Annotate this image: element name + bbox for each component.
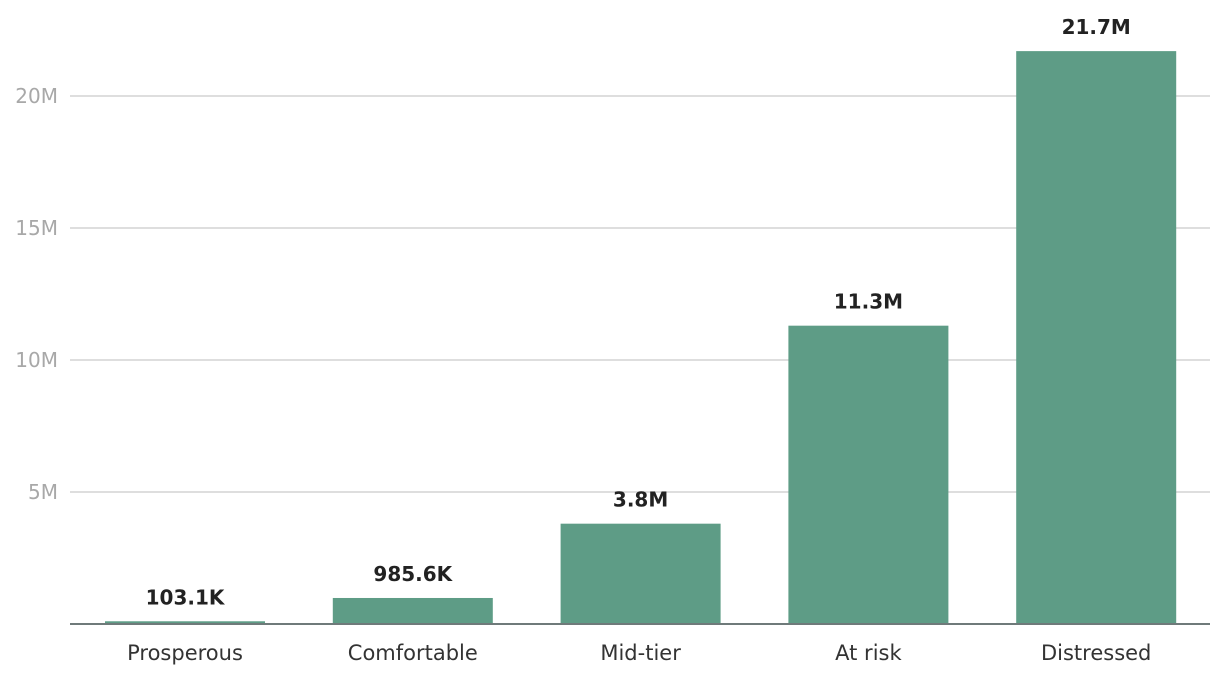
- x-tick-label: Mid-tier: [600, 641, 681, 665]
- data-label: 103.1K: [146, 585, 226, 609]
- bar-comfortable: [332, 597, 493, 624]
- bar-distressed: [1016, 51, 1177, 625]
- bar-prosperous: [105, 621, 265, 624]
- data-label: 21.7M: [1062, 15, 1131, 39]
- y-tick-label: 15M: [15, 216, 58, 240]
- data-label: 3.8M: [613, 488, 668, 512]
- y-tick-label: 20M: [15, 84, 58, 108]
- y-tick-label: 5M: [28, 480, 58, 504]
- y-tick-label: 10M: [15, 348, 58, 372]
- data-label: 985.6K: [373, 562, 453, 586]
- bar-mid-tier: [560, 523, 721, 624]
- x-tick-label: At risk: [835, 641, 902, 665]
- x-tick-label: Prosperous: [127, 641, 243, 665]
- data-label: 11.3M: [834, 290, 903, 314]
- x-tick-label: Comfortable: [348, 641, 478, 665]
- x-tick-label: Distressed: [1041, 641, 1151, 665]
- bar-at-risk: [788, 325, 949, 624]
